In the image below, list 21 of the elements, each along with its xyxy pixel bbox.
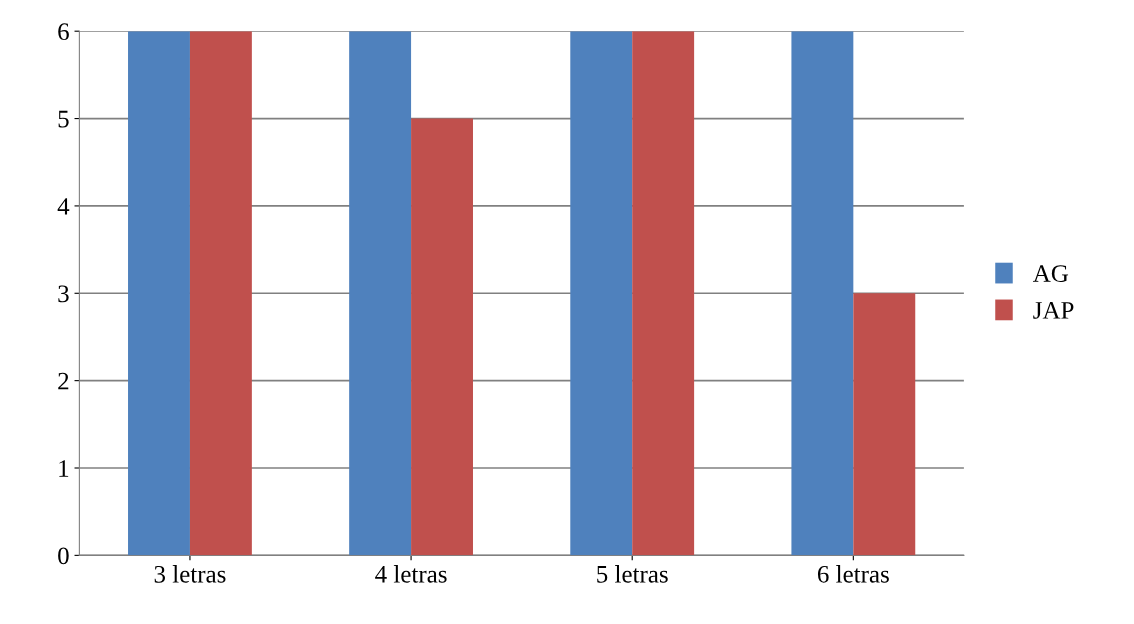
y-tick-label: 6: [58, 23, 69, 41]
bar: [853, 293, 916, 556]
legend-label: AG: [1032, 265, 1069, 282]
bar: [349, 31, 412, 556]
bar: [128, 31, 190, 556]
legend-label: JAP: [1033, 302, 1074, 319]
bar: [632, 31, 695, 556]
x-tick-label: 5 letras: [597, 565, 668, 583]
bar: [411, 118, 473, 556]
bar: [189, 31, 252, 556]
y-tick-label: 5: [58, 110, 69, 128]
y-tick-label: 4: [57, 198, 70, 215]
x-tick-label: 6 letras: [817, 565, 889, 583]
y-tick-label: 2: [58, 372, 69, 390]
y-tick-label: 1: [59, 460, 69, 477]
bar: [570, 31, 633, 556]
y-tick-label: 0: [58, 547, 69, 565]
y-tick-label: 3: [58, 285, 69, 303]
bar: [791, 31, 854, 556]
x-tick-label: 4 letras: [375, 565, 447, 583]
x-tick-label: 3 letras: [154, 565, 226, 583]
